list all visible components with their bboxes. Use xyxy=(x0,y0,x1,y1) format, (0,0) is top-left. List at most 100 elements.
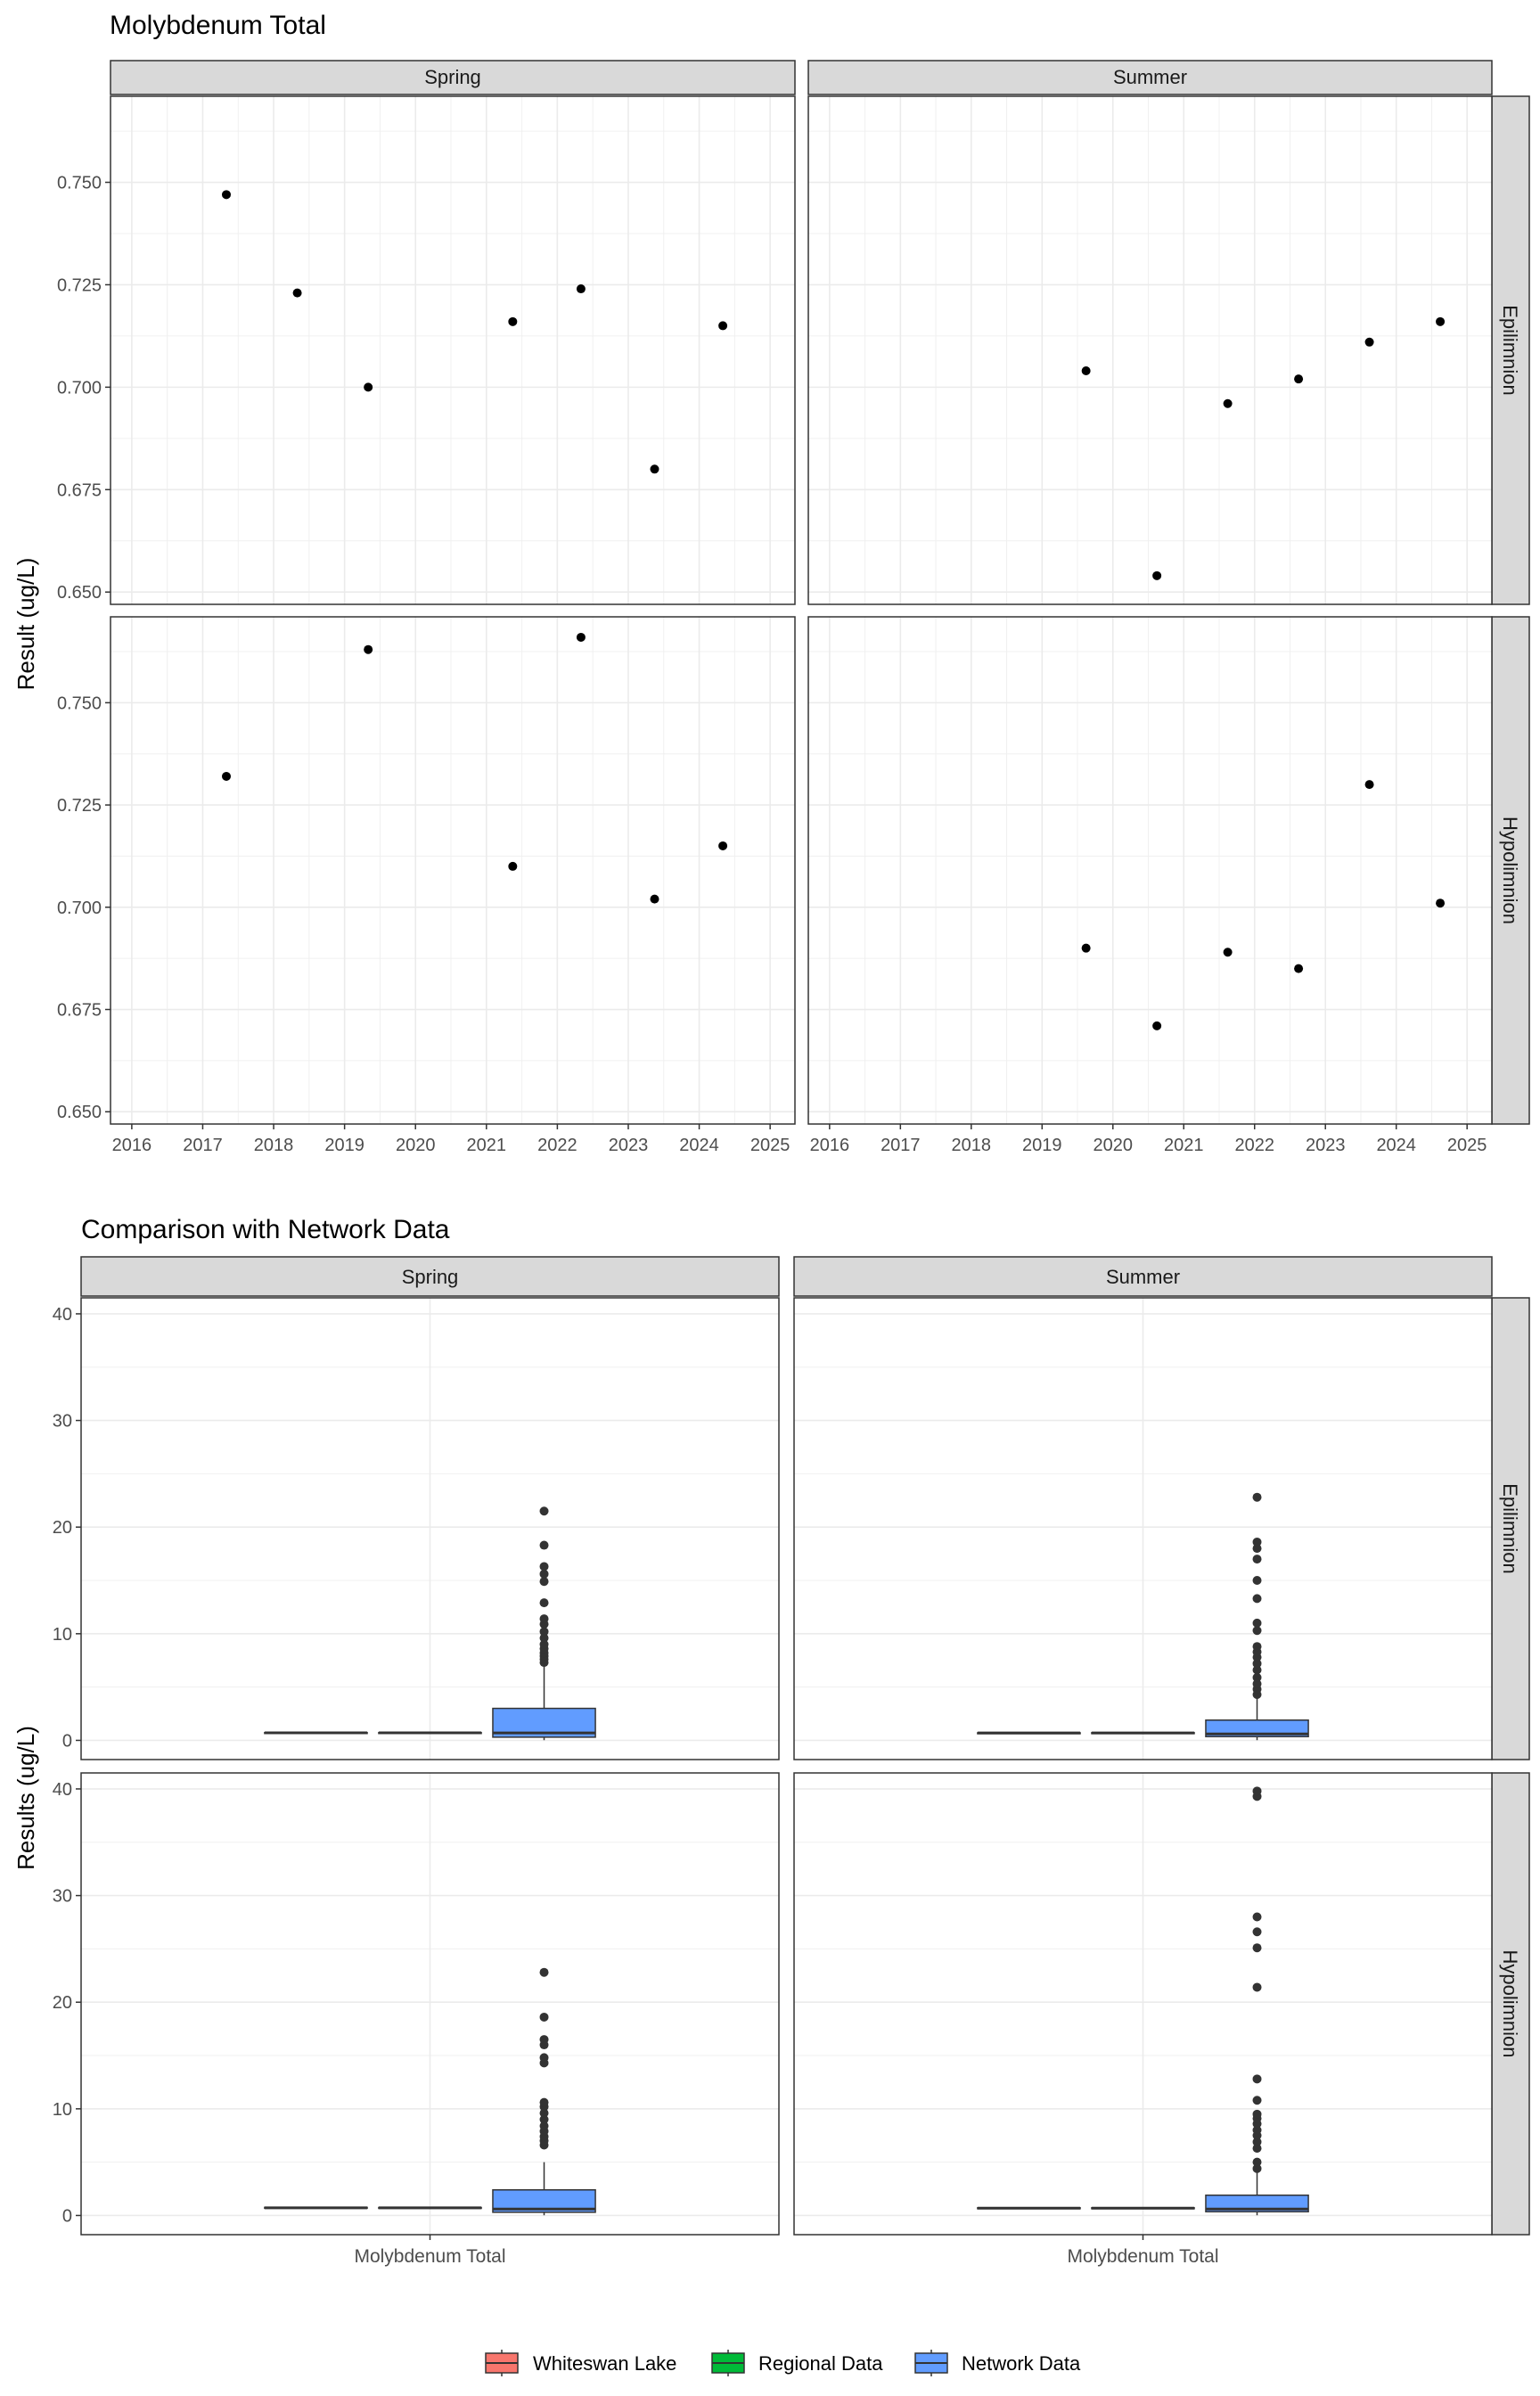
outlier-point xyxy=(1252,1927,1262,1937)
legend-item: Network Data xyxy=(912,2350,1081,2376)
outlier-point xyxy=(539,1639,549,1649)
x-tick-label: 2024 xyxy=(679,1136,719,1155)
facet-label-row: Epilimnion xyxy=(1499,305,1521,396)
y-tick-label: 20 xyxy=(53,1993,72,2013)
box-whiteswan-lake xyxy=(264,1731,368,1735)
x-tick-label: 2018 xyxy=(254,1136,294,1155)
box-regional-data xyxy=(378,1731,482,1735)
box-body xyxy=(1205,2194,1309,2213)
x-tick-label: Molybdenum Total xyxy=(1067,2246,1218,2267)
y-tick-label: 0.750 xyxy=(57,693,102,713)
outlier-point xyxy=(539,1598,549,1608)
data-point xyxy=(650,894,659,904)
facet-label-column: Summer xyxy=(1113,66,1187,88)
data-point xyxy=(221,771,231,781)
data-point xyxy=(1364,780,1374,790)
data-point xyxy=(650,464,659,474)
y-tick-label: 0.700 xyxy=(57,898,102,918)
outlier-point xyxy=(539,1967,549,1977)
x-tick-label: Molybdenum Total xyxy=(354,2246,505,2267)
facet-strip-column xyxy=(807,60,1493,95)
panel-background xyxy=(111,96,795,604)
outlier-point xyxy=(539,2108,549,2118)
x-tick-label: 2023 xyxy=(609,1136,649,1155)
outlier-point xyxy=(539,1562,549,1571)
facet-strip-row xyxy=(1491,1297,1530,1760)
outlier-point xyxy=(1252,1659,1262,1669)
y-tick-label: 0.650 xyxy=(57,1103,102,1122)
outlier-point xyxy=(1252,1943,1262,1953)
outlier-point xyxy=(539,1540,549,1550)
data-point xyxy=(718,841,728,850)
x-tick-label: 2020 xyxy=(1094,1136,1134,1155)
outlier-point xyxy=(1252,2096,1262,2105)
panel-background xyxy=(808,96,1492,604)
y-tick-label: 0.750 xyxy=(57,174,102,193)
outlier-point xyxy=(1252,2137,1262,2146)
panel-border xyxy=(80,1297,780,1760)
box-whiteswan-lake xyxy=(264,2206,368,2210)
outlier-point xyxy=(1252,1786,1262,1796)
data-point xyxy=(718,321,728,331)
outlier-point xyxy=(539,1577,549,1587)
x-tick-label: 2018 xyxy=(952,1136,992,1155)
data-point xyxy=(221,190,231,200)
legend-label: Whiteswan Lake xyxy=(533,2352,676,2375)
outlier-point xyxy=(1252,2163,1262,2173)
outlier-point xyxy=(539,2012,549,2022)
data-point xyxy=(1152,1021,1162,1030)
x-tick-label: 2022 xyxy=(1234,1136,1274,1155)
outlier-point xyxy=(1252,1537,1262,1547)
outlier-point xyxy=(1252,1665,1262,1675)
outlier-point xyxy=(539,1614,549,1624)
outlier-point xyxy=(1252,1544,1262,1554)
panel-background xyxy=(808,617,1492,1124)
legend-label: Regional Data xyxy=(758,2352,883,2375)
outlier-point xyxy=(539,1633,549,1643)
box-body xyxy=(1205,1719,1309,1738)
outlier-point xyxy=(539,1506,549,1516)
y-tick-label: 0 xyxy=(62,1731,72,1751)
y-tick-label: 0.650 xyxy=(57,583,102,603)
x-tick-label: 2019 xyxy=(1022,1136,1062,1155)
panel: Molybdenum Total xyxy=(793,1772,1493,2267)
outlier-point xyxy=(1252,1492,1262,1502)
outlier-point xyxy=(1252,2144,1262,2154)
facet-strip-column xyxy=(793,1256,1493,1297)
outlier-point xyxy=(539,1627,549,1637)
box-chart: Comparison with Network Data Results (ug… xyxy=(12,1215,1530,2267)
y-tick-label: 0.700 xyxy=(57,378,102,398)
outlier-point xyxy=(1252,1555,1262,1564)
box-network-data xyxy=(1205,1492,1309,1741)
panel-border xyxy=(793,1297,1493,1760)
y-tick-label: 0.725 xyxy=(57,275,102,295)
x-tick-label: 2016 xyxy=(112,1136,152,1155)
y-axis-label: Results (ug/L) xyxy=(12,1726,39,1870)
data-point xyxy=(508,316,518,326)
panel: 0 10 20 30 40 Molybdenum Total xyxy=(53,1772,780,2267)
facet-strip-row xyxy=(1491,95,1530,605)
outlier-point xyxy=(1252,2074,1262,2084)
panel-border xyxy=(807,616,1493,1125)
outlier-point xyxy=(1252,1618,1262,1628)
data-point xyxy=(576,284,586,294)
data-point xyxy=(1223,948,1233,957)
panel: 2016 2017 2018 2019 2020 2021 2022 2023 2024 2025 xyxy=(807,616,1493,1155)
data-point xyxy=(1294,964,1304,973)
outlier-point xyxy=(539,2035,549,2045)
x-tick-label: 2024 xyxy=(1376,1136,1416,1155)
facet-label-column: Spring xyxy=(424,66,481,88)
outlier-point xyxy=(539,2053,549,2063)
y-tick-label: 0.725 xyxy=(57,796,102,816)
chart-title: Molybdenum Total xyxy=(110,11,326,40)
chart-title: Comparison with Network Data xyxy=(81,1215,450,1244)
outlier-point xyxy=(1252,1672,1262,1682)
y-tick-label: 0.675 xyxy=(57,1001,102,1021)
x-tick-label: 2021 xyxy=(467,1136,507,1155)
outlier-point xyxy=(539,2114,549,2124)
legend-item: Whiteswan Lake xyxy=(482,2350,676,2376)
box-network-data xyxy=(492,1967,596,2216)
panel-border xyxy=(110,616,796,1125)
box-regional-data xyxy=(378,2206,482,2210)
outlier-point xyxy=(1252,1576,1262,1586)
